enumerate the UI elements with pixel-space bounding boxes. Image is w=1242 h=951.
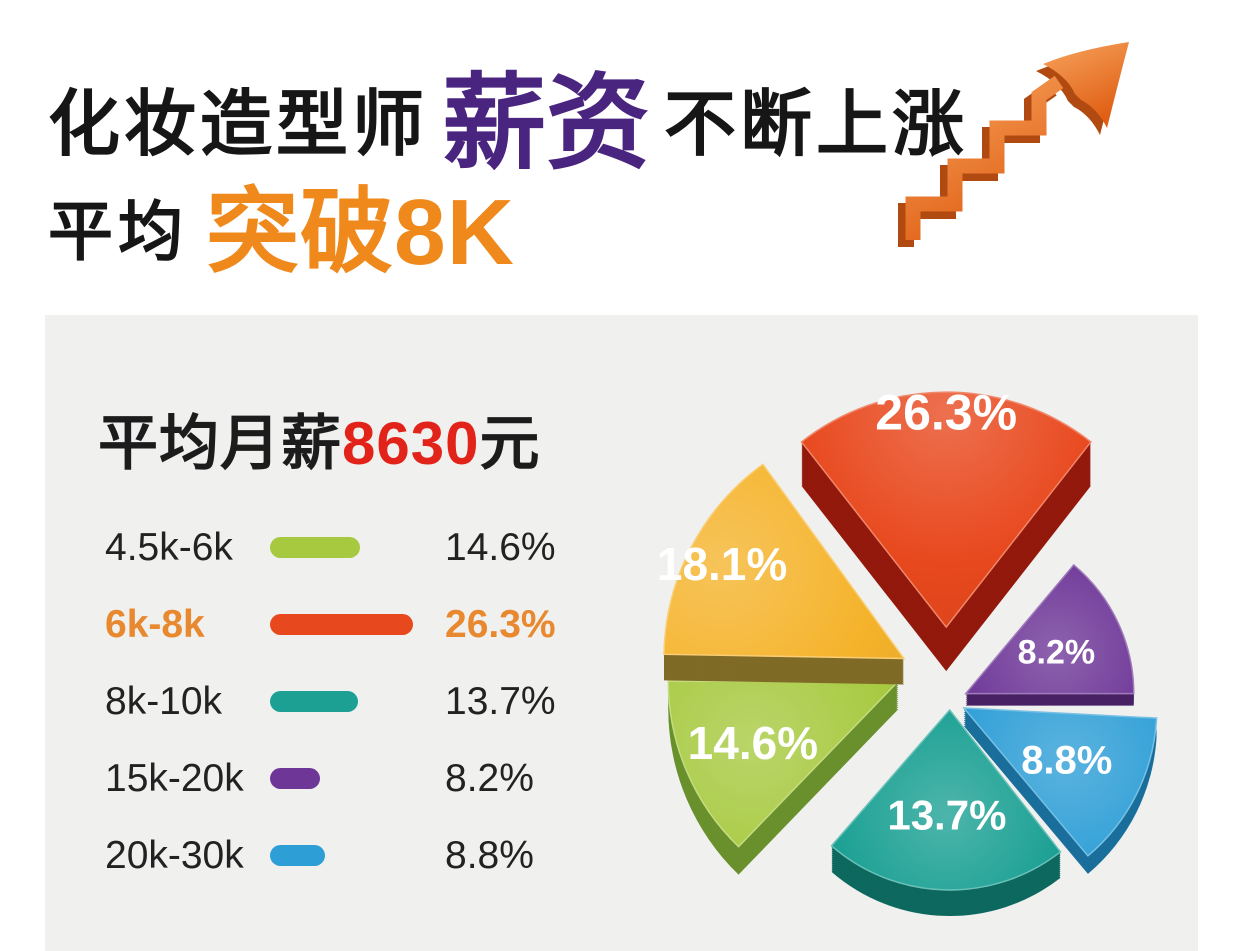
legend-color-bar (270, 845, 325, 866)
pie-slice-4.5k-6k: 14.6% (667, 680, 901, 875)
legend-percent-label: 13.7% (445, 679, 556, 723)
legend-item-15k-20k: 15k-20k 8.2% (105, 740, 556, 817)
legend-percent-label: 8.2% (445, 756, 534, 800)
panel-title-suffix: 元 (479, 410, 541, 477)
sub-title-highlight: 突破8K (206, 180, 515, 284)
legend-item-4.5k-6k: 4.5k-6k 14.6% (105, 509, 556, 586)
sub-title-prefix: 平均 (48, 195, 189, 268)
legend-item-8k-10k: 8k-10k 13.7% (105, 663, 556, 740)
legend-bar-cell (270, 537, 445, 558)
pie-slice-15k-20k: 8.2% (964, 563, 1135, 706)
pie-slice-label: 26.3% (875, 385, 1017, 441)
legend-range-label: 8k-10k (105, 679, 223, 723)
legend-bar-cell (270, 614, 445, 635)
legend-bar-cell (270, 691, 445, 712)
legend-range-label: 4.5k-6k (105, 525, 233, 569)
pie-slice-label: 8.8% (1021, 738, 1112, 782)
pie-slice-label: 14.6% (688, 717, 818, 769)
rising-stairs-arrow-icon (898, 42, 1129, 247)
legend-bar-cell (270, 845, 445, 866)
legend-color-bar (270, 614, 413, 635)
legend-range-label: 20k-30k (105, 833, 244, 877)
pie-slice-8k-10k: 13.7% (830, 708, 1062, 916)
legend-percent-label: 8.8% (445, 833, 534, 877)
pie-slice-label: 13.7% (887, 792, 1006, 839)
legend-color-bar (270, 537, 360, 558)
panel-title: 平均月薪8630元 (98, 395, 540, 482)
legend-color-bar (270, 691, 358, 712)
legend-color-bar (270, 768, 320, 789)
legend-bar-cell (270, 768, 445, 789)
pie-legend: 4.5k-6k 14.6% 6k-8k 26.3% 8k-10k 13.7% 15k-20k… (105, 509, 556, 894)
main-title-suffix: 不断上涨 (664, 85, 969, 165)
pie-slice-18.1%: 18.1% (657, 463, 906, 685)
pie-slice-20k-30k: 8.8% (962, 707, 1158, 874)
sub-title: 平均 突破8K (48, 156, 515, 291)
legend-item-20k-30k: 20k-30k 8.8% (105, 817, 556, 894)
legend-range-label: 6k-8k (105, 602, 205, 646)
main-title-prefix: 化妆造型师 (48, 85, 429, 165)
pie-slice-6k-8k: 26.3% (800, 385, 1092, 672)
legend-range-label: 15k-20k (105, 756, 244, 800)
panel-title-prefix: 平均月薪 (98, 410, 342, 477)
panel-title-value: 8630 (342, 410, 480, 477)
legend-percent-label: 26.3% (445, 602, 556, 646)
salary-stats-panel: 平均月薪8630元 4.5k-6k 14.6% 6k-8k 26.3% 8k-10k 13… (45, 315, 1198, 951)
legend-percent-label: 14.6% (445, 525, 556, 569)
salary-pie-chart: 8.2% 8.8% 13.7% 14.6% 18.1% 26.3% (657, 385, 1158, 916)
pie-slice-label: 18.1% (657, 538, 787, 590)
main-title-highlight: 薪资 (442, 66, 651, 182)
legend-item-6k-8k: 6k-8k 26.3% (105, 586, 556, 663)
pie-slice-label: 8.2% (1018, 633, 1096, 671)
main-title: 化妆造型师 薪资 不断上涨 (48, 38, 968, 189)
